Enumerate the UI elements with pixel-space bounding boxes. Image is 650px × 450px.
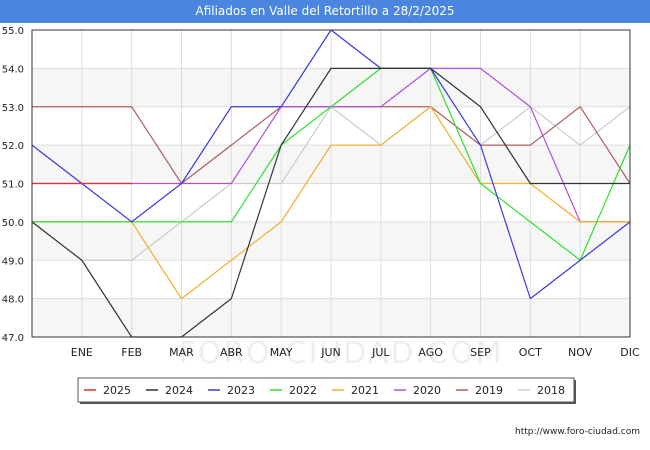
y-tick-label: 52.0 <box>2 141 24 152</box>
x-tick-label: ABR <box>220 346 243 359</box>
x-tick-label: MAR <box>169 346 194 359</box>
y-tick-label: 49.0 <box>2 256 24 267</box>
y-tick-label: 47.0 <box>2 333 24 344</box>
legend-label-2020: 2020 <box>413 384 441 397</box>
watermark: FORO-CIUDAD.COM <box>179 336 504 371</box>
y-tick-label: 55.0 <box>2 26 24 37</box>
y-tick-label: 48.0 <box>2 295 24 306</box>
x-tick-label: JUN <box>320 346 341 359</box>
x-tick-label: FEB <box>121 346 142 359</box>
y-axis-ticks: 47.0 48.0 49.0 50.0 51.0 52.0 53.0 54.0 55.0 <box>2 26 24 344</box>
y-tick-label: 53.0 <box>2 103 24 114</box>
plot-frame <box>31 29 631 338</box>
legend-label-2019: 2019 <box>475 384 503 397</box>
x-tick-label: SEP <box>470 346 491 359</box>
x-tick-label: AGO <box>418 346 443 359</box>
legend-label-2025: 2025 <box>103 384 131 397</box>
y-tick-label: 54.0 <box>2 64 24 75</box>
x-axis-ticks: ENE FEB MAR ABR MAY JUN JUL AGO SEP OCT NOV DIC <box>71 346 640 359</box>
legend-label-2021: 2021 <box>351 384 379 397</box>
y-tick-label: 51.0 <box>2 180 24 191</box>
x-tick-label: DIC <box>620 346 640 359</box>
legend-label-2023: 2023 <box>227 384 255 397</box>
x-tick-label: JUL <box>371 346 390 359</box>
legend-label-2022: 2022 <box>289 384 317 397</box>
legend-box <box>77 377 575 403</box>
chart-title: Afiliados en Valle del Retortillo a 28/2… <box>0 0 650 23</box>
line-chart: FORO-CIUDAD.COM 47.0 48.0 49.0 50.0 51.0 52.0… <box>2 26 640 404</box>
legend-label-2018: 2018 <box>537 384 565 397</box>
y-tick-label: 50.0 <box>2 218 24 229</box>
plot-border <box>31 29 631 338</box>
x-tick-label: NOV <box>568 346 593 359</box>
x-tick-label: MAY <box>270 346 293 359</box>
source-url: http://www.foro-ciudad.com <box>515 427 640 437</box>
legend: 2025 2024 2023 2022 2021 2020 2019 2018 <box>77 377 576 404</box>
x-tick-label: ENE <box>71 346 93 359</box>
x-tick-label: OCT <box>519 346 542 359</box>
legend-label-2024: 2024 <box>165 384 193 397</box>
